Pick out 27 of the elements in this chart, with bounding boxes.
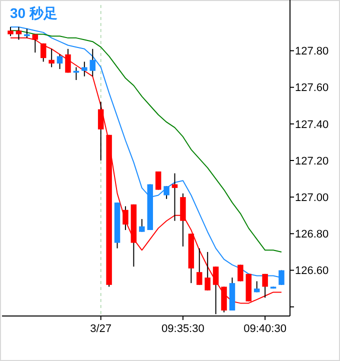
candlestick [180,192,186,247]
chart-title: 30 秒足 [10,5,58,21]
candlestick [65,48,71,74]
y-tick-label: 126.60 [295,265,329,278]
x-tick-label: 09:35:30 [162,323,204,335]
y-tick-label: 127.20 [295,155,329,168]
y-tick-label: 127.80 [295,46,329,58]
candlestick [172,172,178,222]
candlestick [56,54,63,70]
x-tick-label: 09:40:30 [244,323,286,335]
candlestick [48,48,54,68]
candlestick [164,186,170,200]
y-tick-label: 127.00 [295,192,329,204]
candlestick [204,251,210,291]
candlestick [155,170,162,190]
candlestick [196,248,202,286]
y-tick-label: 126.80 [295,228,329,241]
candlestick [98,101,104,161]
candlestick [139,218,145,232]
candlestick [262,273,268,298]
candlestick [40,42,46,62]
x-tick-label: 3/27 [90,323,112,335]
y-tick-label: 127.40 [295,118,329,131]
y-tick-label: 127.60 [295,82,329,94]
candlestick [82,61,88,77]
candlestick [90,48,96,77]
candlestick [122,206,128,231]
